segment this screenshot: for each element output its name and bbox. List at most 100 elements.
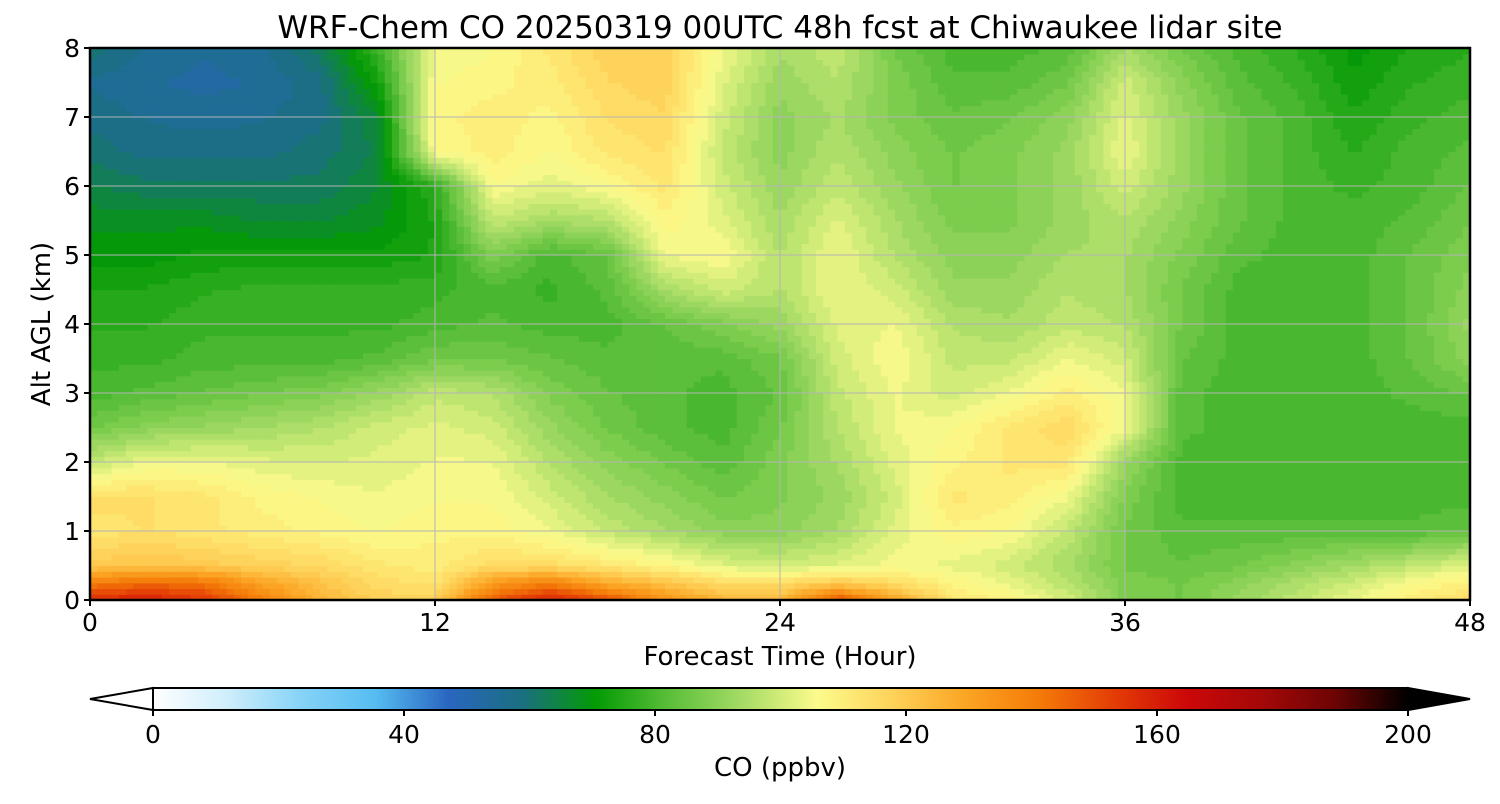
heatmap-cell <box>902 485 910 491</box>
heatmap-cell <box>528 577 536 583</box>
heatmap-cell <box>528 468 536 474</box>
heatmap-cell <box>356 485 364 491</box>
heatmap-cell <box>996 531 1004 537</box>
heatmap-cell <box>205 520 213 526</box>
heatmap-cell <box>385 537 393 543</box>
heatmap-cell <box>1262 468 1270 474</box>
heatmap-cell <box>687 531 695 537</box>
heatmap-cell <box>1319 583 1327 589</box>
heatmap-cell <box>119 560 127 566</box>
heatmap-cell <box>859 451 867 457</box>
heatmap-cell <box>1384 577 1392 583</box>
heatmap-cell <box>708 468 716 474</box>
heatmap-cell <box>428 548 436 554</box>
heatmap-cell <box>1341 566 1349 572</box>
heatmap-cell <box>909 497 917 503</box>
heatmap-cell <box>248 548 256 554</box>
heatmap-cell <box>1398 485 1406 491</box>
heatmap-cell <box>1262 520 1270 526</box>
heatmap-cell <box>320 514 328 520</box>
heatmap-cell <box>1254 502 1262 508</box>
heatmap-cell <box>370 520 378 526</box>
heatmap-cell <box>1147 560 1155 566</box>
heatmap-cell <box>514 537 522 543</box>
heatmap-cell <box>758 508 766 514</box>
heatmap-cell <box>1010 502 1018 508</box>
heatmap-cell <box>945 514 953 520</box>
heatmap-cell <box>241 508 249 514</box>
heatmap-cell <box>334 560 342 566</box>
heatmap-cell <box>802 468 810 474</box>
heatmap-cell <box>464 548 472 554</box>
heatmap-cell <box>730 537 738 543</box>
heatmap-cell <box>888 566 896 572</box>
heatmap-cell <box>493 531 501 537</box>
heatmap-cell <box>205 451 213 457</box>
heatmap-cell <box>1233 468 1241 474</box>
heatmap-cell <box>104 583 112 589</box>
heatmap-cell <box>1082 462 1090 468</box>
heatmap-cell <box>708 583 716 589</box>
heatmap-cell <box>320 531 328 537</box>
heatmap-cell <box>169 485 177 491</box>
heatmap-cell <box>622 531 630 537</box>
heatmap-cell <box>104 520 112 526</box>
heatmap-cell <box>148 571 156 577</box>
heatmap-cell <box>938 548 946 554</box>
heatmap-cell <box>1355 566 1363 572</box>
heatmap-cell <box>1125 474 1133 480</box>
heatmap-cell <box>521 514 529 520</box>
heatmap-cell <box>665 474 673 480</box>
heatmap-cell <box>1269 589 1277 595</box>
heatmap-cell <box>852 543 860 549</box>
heatmap-cell <box>1111 491 1119 497</box>
heatmap-cell <box>1233 566 1241 572</box>
heatmap-cell <box>773 554 781 560</box>
heatmap-cell <box>988 462 996 468</box>
heatmap-cell <box>241 474 249 480</box>
heatmap-cell <box>169 577 177 583</box>
heatmap-cell <box>1269 468 1277 474</box>
heatmap-cell <box>1060 554 1068 560</box>
heatmap-cell <box>1024 491 1032 497</box>
heatmap-cell <box>1305 560 1313 566</box>
heatmap-cell <box>773 571 781 577</box>
heatmap-cell <box>500 583 508 589</box>
heatmap-cell <box>629 566 637 572</box>
heatmap-cell <box>809 537 817 543</box>
heatmap-cell <box>291 543 299 549</box>
heatmap-cell <box>428 589 436 595</box>
heatmap-cell <box>449 554 457 560</box>
heatmap-cell <box>1448 497 1456 503</box>
heatmap-cell <box>593 537 601 543</box>
heatmap-cell <box>723 491 731 497</box>
heatmap-cell <box>1039 548 1047 554</box>
heatmap-cell <box>349 462 357 468</box>
heatmap-cell <box>866 531 874 537</box>
heatmap-cell <box>1183 468 1191 474</box>
heatmap-cell <box>1319 462 1327 468</box>
heatmap-cell <box>356 560 364 566</box>
heatmap-cell <box>1003 462 1011 468</box>
heatmap-cell <box>845 491 853 497</box>
heatmap-cell <box>924 560 932 566</box>
heatmap-cell <box>938 520 946 526</box>
heatmap-cell <box>1103 560 1111 566</box>
heatmap-cell <box>773 531 781 537</box>
heatmap-cell <box>270 508 278 514</box>
heatmap-cell <box>1017 497 1025 503</box>
heatmap-cell <box>917 583 925 589</box>
heatmap-cell <box>306 520 314 526</box>
heatmap-cell <box>600 485 608 491</box>
heatmap-cell <box>996 537 1004 543</box>
heatmap-cell <box>1183 548 1191 554</box>
heatmap-cell <box>938 560 946 566</box>
heatmap-cell <box>428 479 436 485</box>
heatmap-cell <box>543 577 551 583</box>
heatmap-cell <box>1262 474 1270 480</box>
heatmap-cell <box>816 468 824 474</box>
heatmap-cell <box>1197 583 1205 589</box>
heatmap-cell <box>1211 474 1219 480</box>
heatmap-cell <box>1190 520 1198 526</box>
heatmap-cell <box>1118 497 1126 503</box>
